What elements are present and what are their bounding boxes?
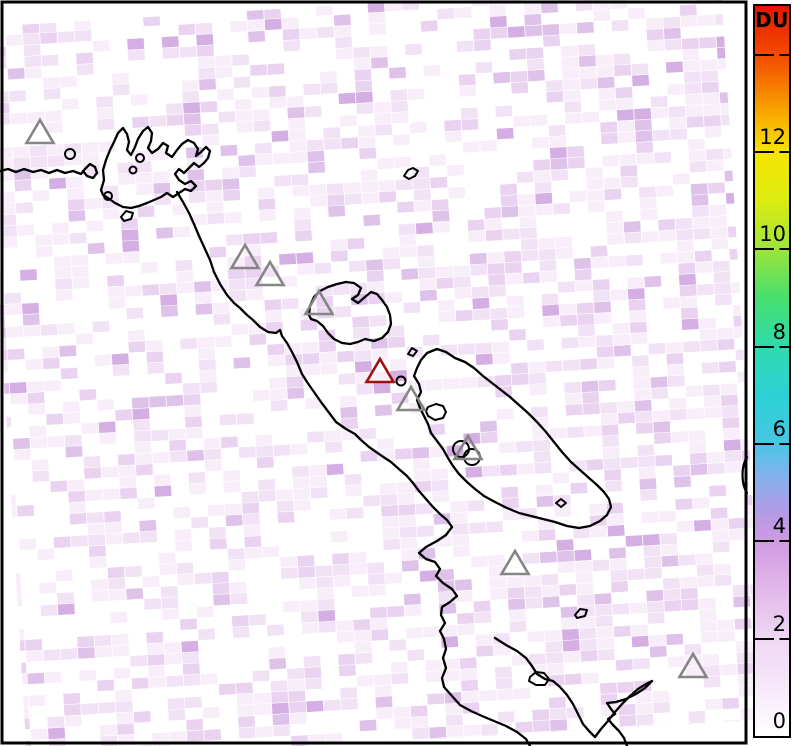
volcano-marker (452, 433, 484, 461)
colorbar-tick-label: 4 (772, 514, 786, 539)
volcano-marker (254, 259, 286, 287)
island-ring (135, 153, 145, 163)
volcano-marker-layer (24, 117, 709, 679)
colorbar: DU 12 10 8 6 4 2 0 (753, 4, 791, 738)
coastline-southeast-peninsula (493, 636, 654, 746)
map-border (0, 0, 748, 745)
colorbar-tick-label: 2 (772, 611, 786, 636)
island-ring (103, 191, 113, 201)
coastline-north-coast (0, 162, 99, 180)
coastline-toba-west-inlet (425, 403, 447, 421)
coastline-islet-in-lake (555, 498, 567, 508)
colorbar-tick (755, 248, 789, 251)
colorbar-tick (755, 540, 789, 543)
coastline-lake-northwest (307, 280, 393, 346)
coastline-islet-south-aceh (120, 210, 134, 222)
colorbar-tick (755, 53, 789, 56)
island-ring (128, 165, 138, 175)
island-ring (64, 148, 76, 160)
coastline-aceh-peninsula (99, 125, 212, 210)
coastline-lake-toba (412, 347, 613, 530)
coastline-islet-small-1 (407, 347, 418, 357)
colorbar-tick (755, 443, 789, 445)
coastline-layer (0, 125, 749, 746)
colorbar-tick-label: 10 (759, 222, 786, 247)
volcano-marker (395, 384, 427, 412)
volcano-marker (499, 548, 531, 576)
colorbar-tick (755, 345, 789, 348)
colorbar-tick-label: 8 (772, 319, 786, 344)
active-volcano-marker (364, 356, 396, 384)
coastline-west-coast (175, 190, 532, 746)
colorbar-tick (755, 151, 789, 153)
colorbar-tick-label: 6 (772, 417, 786, 441)
volcano-marker (677, 651, 709, 679)
colorbar-tick-label: 12 (759, 125, 786, 149)
volcano-marker (24, 117, 56, 145)
colorbar-tick (755, 637, 789, 640)
volcano-marker (303, 288, 335, 316)
coastline-lagoon (528, 671, 550, 686)
coastline-islet-north (403, 167, 419, 180)
colorbar-tick-label: 0 (772, 709, 786, 733)
volcano-marker (229, 242, 261, 270)
colorbar-unit-label: DU (755, 8, 789, 32)
coastline-islet-small-2 (574, 608, 588, 619)
island-ring (395, 375, 407, 387)
